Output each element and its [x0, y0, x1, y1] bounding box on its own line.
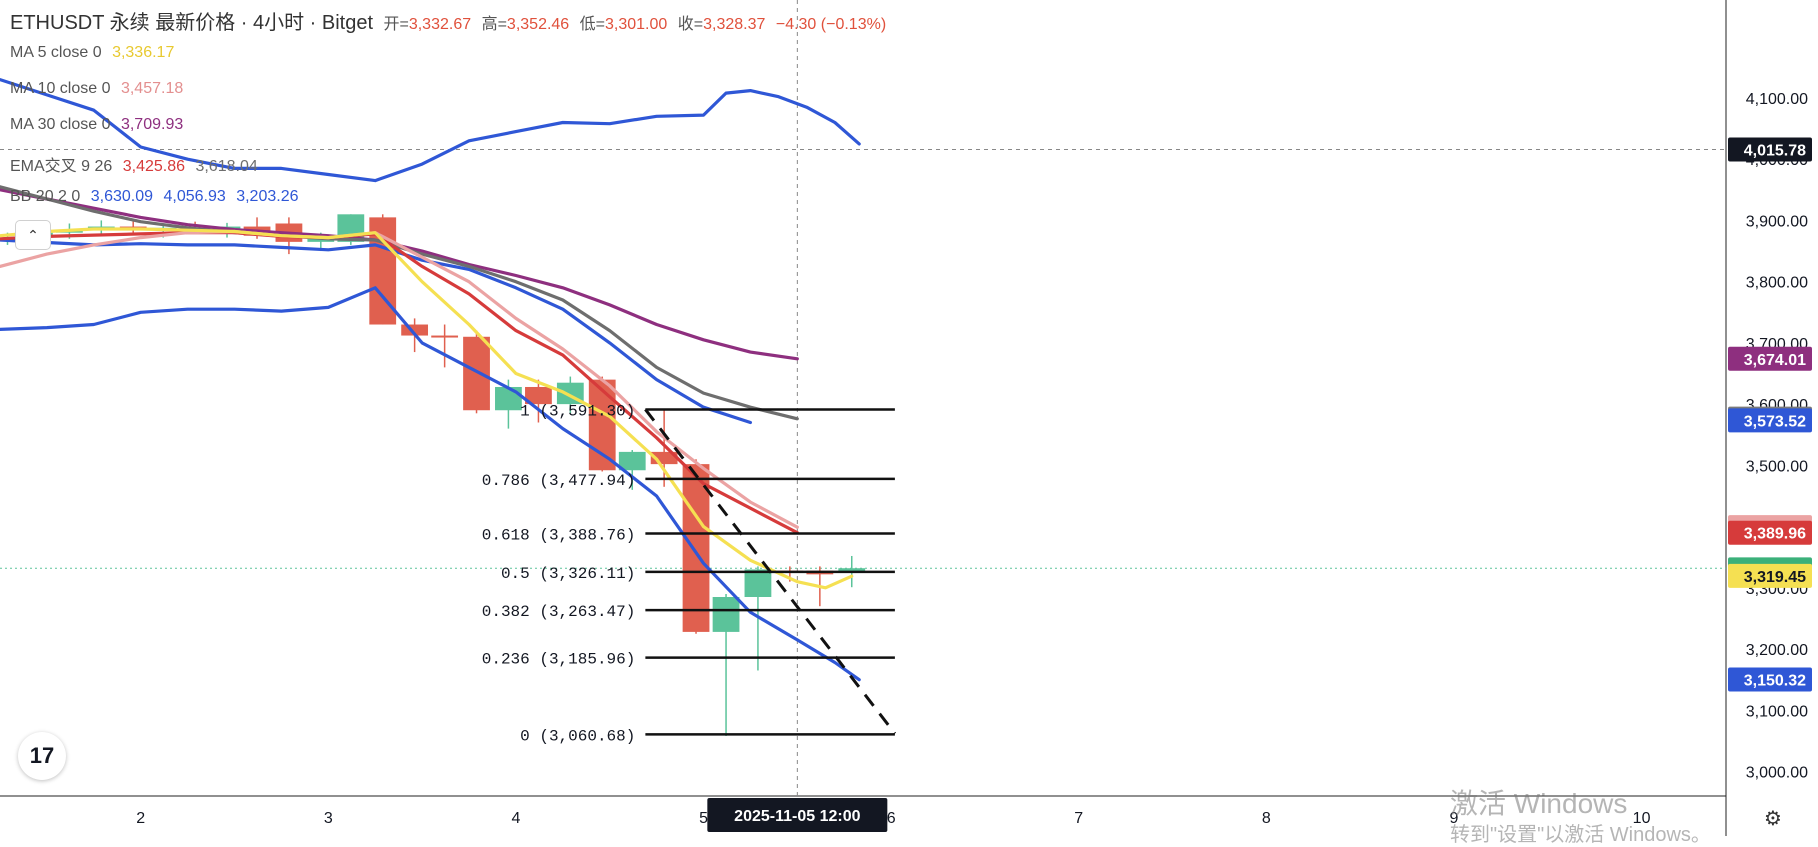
legend-ma10[interactable]: MA 10 close 0 3,457.18 [10, 80, 189, 98]
legend-bb-label: BB 20 2 0 [10, 188, 81, 205]
price-tag [1728, 563, 1812, 588]
fib-level-label: 1 (3,591.30) [520, 402, 635, 420]
settings-icon[interactable]: ⚙ [1764, 808, 1782, 830]
change-value: −4.30 (−0.13%) [775, 16, 887, 33]
legend-ma10-value: 3,457.18 [120, 80, 184, 97]
time-axis-tick: 8 [1262, 810, 1271, 827]
candle-body[interactable] [744, 569, 772, 597]
close-value: 3,328.37 [703, 16, 766, 33]
close-label: 收= [677, 16, 704, 33]
price-tag-label: 4,015.78 [1744, 143, 1806, 160]
fib-level-label: 0 (3,060.68) [520, 727, 635, 745]
legend-ma5[interactable]: MA 5 close 0 3,336.17 [10, 44, 180, 62]
legend-ma30-value: 3,709.93 [120, 116, 184, 133]
price-tag-label: 3,319.45 [1744, 569, 1806, 586]
price-tag [1728, 137, 1812, 162]
legend-bb-lower-value: 3,203.26 [236, 188, 299, 205]
fib-level-label: 0.618 (3,388.76) [482, 526, 636, 544]
price-tag [1728, 346, 1812, 371]
trend-line[interactable] [644, 408, 897, 735]
legend-ma30[interactable]: MA 30 close 0 3,709.93 [10, 116, 189, 134]
candle-body[interactable] [525, 386, 552, 405]
legend-bb-basis-value: 3,630.09 [90, 188, 154, 205]
high-label: 高= [481, 16, 507, 33]
legend-ema-cross[interactable]: EMA交叉 9 26 3,425.86 3,618.04 [10, 152, 264, 176]
time-axis-tick: 3 [324, 810, 333, 827]
time-axis-tick: 2 [136, 810, 145, 827]
legend-ema26-value: 3,618.04 [195, 158, 258, 175]
time-axis-tick: 7 [1074, 810, 1083, 827]
price-axis-tick: 3,900.00 [1746, 213, 1808, 230]
price-axis-tick: 3,800.00 [1746, 275, 1808, 292]
time-axis-tick: 9 [1450, 810, 1459, 827]
crosshair-time-label: 2025-11-05 12:00 [734, 808, 860, 825]
windows-activation-hint: 转到"设置"以激活 Windows。 [1450, 824, 1711, 846]
price-axis-tick: 4,100.00 [1746, 91, 1808, 108]
time-axis-tick: 5 [699, 810, 708, 827]
price-tag [1728, 408, 1812, 433]
legend-ema9-value: 3,425.86 [122, 158, 185, 175]
price-axis-tick: 3,200.00 [1746, 642, 1808, 659]
legend-ma5-label: MA 5 close 0 [10, 44, 102, 61]
indicator-line-ma10[interactable] [0, 229, 799, 529]
indicator-line-ema9[interactable] [0, 231, 799, 535]
symbol-title: ETHUSDT 永续 最新价格 · 4小时 · Bitget [10, 12, 374, 34]
indicator-line-bb-basis[interactable] [0, 238, 752, 425]
price-tag [1728, 520, 1812, 545]
candle-body[interactable] [307, 238, 335, 242]
tradingview-logo-icon[interactable]: 17 [18, 732, 66, 780]
indicator-line-ema26[interactable] [0, 185, 799, 421]
candle-body[interactable] [838, 568, 866, 573]
open-value: 3,332.67 [408, 16, 472, 33]
time-axis-tick: 4 [511, 810, 520, 827]
candle-body[interactable] [495, 386, 522, 411]
price-tag-label: 3,389.96 [1744, 526, 1806, 543]
fib-level-label: 0.5 (3,326.11) [501, 565, 635, 583]
legend-ma10-label: MA 10 close 0 [10, 80, 111, 97]
indicator-line-bb-upper[interactable] [0, 78, 861, 183]
candle-body[interactable] [463, 336, 490, 411]
open-label: 开= [383, 16, 409, 33]
price-axis-tick: 3,500.00 [1746, 458, 1808, 475]
candle-body[interactable] [588, 379, 616, 471]
price-axis-tick: 3,000.00 [1746, 765, 1808, 782]
fib-level-label: 0.786 (3,477.94) [482, 472, 636, 490]
legend-ema-label: EMA交叉 9 26 [10, 158, 113, 175]
fib-level-label: 0.236 (3,185.96) [482, 651, 636, 669]
candle-body[interactable] [682, 464, 710, 632]
price-axis-tick: 3,100.00 [1746, 703, 1808, 720]
high-value: 3,352.46 [506, 16, 570, 33]
price-tag-label: 3,674.01 [1744, 352, 1806, 369]
legend-ma30-label: MA 30 close 0 [10, 116, 111, 133]
collapse-legend-button[interactable]: ⌃ [15, 220, 51, 250]
fib-level-label: 0.382 (3,263.47) [482, 603, 636, 621]
low-value: 3,301.00 [605, 16, 668, 33]
legend-bb[interactable]: BB 20 2 0 3,630.09 4,056.93 3,203.26 [10, 188, 304, 206]
candle-body[interactable] [431, 335, 459, 338]
indicator-line-ma5[interactable] [0, 227, 854, 590]
windows-activation-watermark: 激活 Windows [1450, 788, 1628, 819]
candle-body[interactable] [401, 324, 429, 336]
chevron-up-icon: ⌃ [27, 227, 39, 243]
candle-body[interactable] [618, 451, 646, 471]
legend-ma5-value: 3,336.17 [112, 44, 175, 61]
crosshair-time-tag [707, 798, 888, 832]
low-label: 低= [579, 16, 606, 33]
indicator-line-bb-lower[interactable] [0, 286, 861, 682]
symbol-header: ETHUSDT 永续 最新价格 · 4小时 · Bitget 开=3,332.6… [10, 6, 892, 35]
time-axis-tick: 6 [887, 810, 896, 827]
indicator-line-ma30[interactable] [0, 188, 799, 361]
price-tag-label: 3,573.52 [1744, 413, 1806, 430]
candle-body[interactable] [712, 597, 740, 632]
time-axis-tick: 10 [1633, 810, 1651, 827]
legend-bb-upper-value: 4,056.93 [163, 188, 226, 205]
price-tag [1728, 667, 1812, 692]
price-tag-label: 3,150.32 [1744, 672, 1806, 689]
